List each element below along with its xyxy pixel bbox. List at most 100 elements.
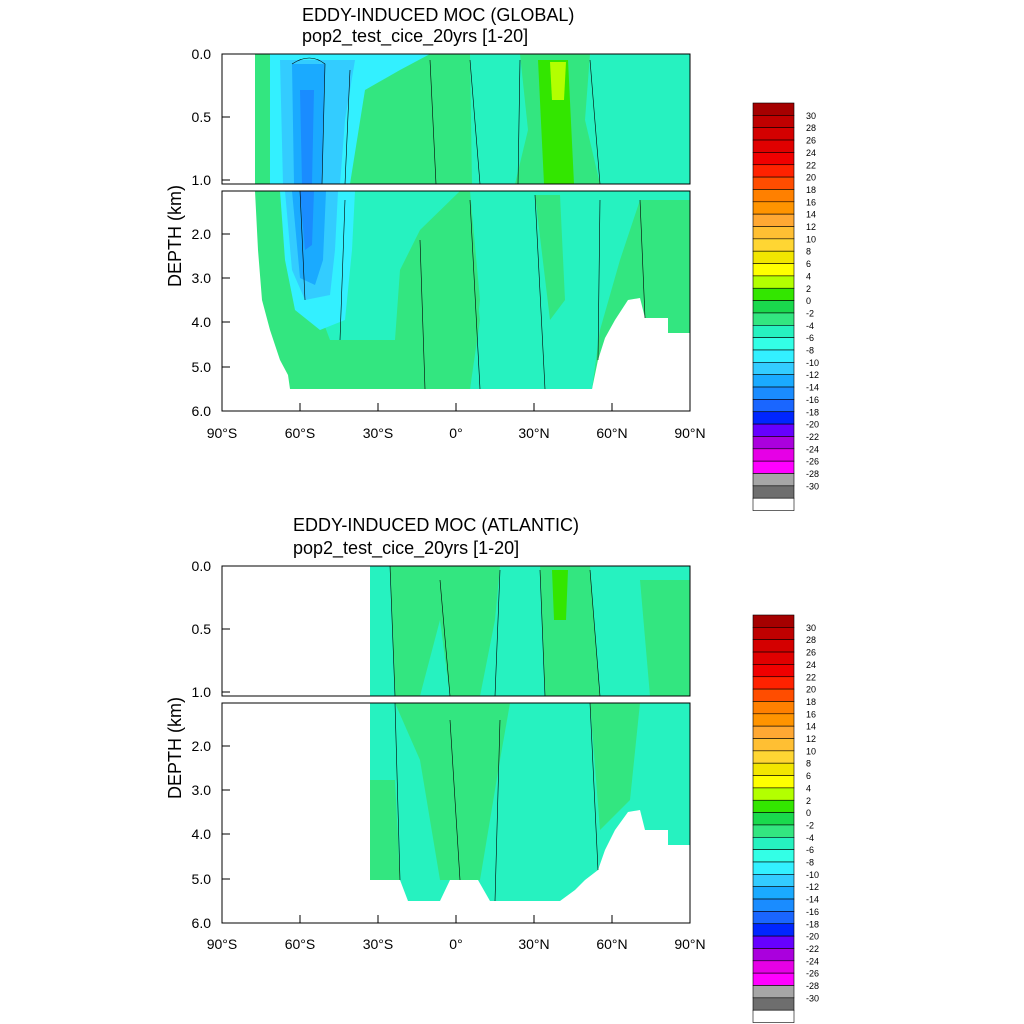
colorbar-swatch [752,664,795,678]
colorbar-swatch [752,362,795,376]
plot-frame-upper [221,565,691,697]
colorbar-swatch [752,836,795,850]
field-lower [222,703,690,923]
y-tick-label: 1.0 [192,684,212,700]
colorbar-label: -12 [806,882,819,892]
colorbar-label: 30 [806,111,816,121]
colorbar-swatch [752,485,795,499]
colorbar-swatch [752,238,795,252]
colorbar-label: -8 [806,346,814,356]
colorbar-swatch [752,676,795,690]
x-tick-label: 60°N [596,425,627,441]
colorbar-swatch [752,275,795,289]
y-axis-label: DEPTH (km) [165,697,185,799]
contour-region [550,62,566,100]
colorbar-label: -10 [806,870,819,880]
colorbar-label: -22 [806,432,819,442]
colorbar-swatch [752,874,795,887]
contour-region [470,54,528,184]
x-tick-label: 90°N [674,425,705,441]
colorbar-label: -30 [806,993,819,1003]
colorbar-label: -2 [806,308,814,318]
colorbar-swatch [752,627,795,640]
colorbar-swatch [752,102,795,116]
colorbar-swatch [752,725,795,739]
colorbar-label: -18 [806,919,819,929]
colorbar-swatch [752,139,795,153]
y-tick-label: 2.0 [192,738,212,754]
colorbar-swatch [752,750,795,764]
colorbar-label: 10 [806,234,816,244]
contour-region [370,780,400,880]
x-ticks: 90°S 60°S 30°S 0° 30°N 60°N 90°N [207,403,706,441]
contour-region [552,570,568,620]
colorbar-swatch [752,337,795,351]
contour-region [390,566,500,696]
y-axis-label: DEPTH (km) [165,185,185,287]
colorbar-swatch [752,399,795,413]
y-tick-label: 3.0 [192,782,212,798]
colorbar-swatch [752,923,795,937]
colorbar-label: 6 [806,259,811,269]
colorbar-label: 16 [806,197,816,207]
colorbar-swatch [752,374,795,388]
x-tick-label: 90°N [674,936,705,952]
colorbar-swatch [752,460,795,474]
contour-lines [389,566,601,696]
colorbar-swatch [752,849,795,863]
colorbar-swatch [752,226,795,240]
colorbar-label: 0 [806,296,811,306]
colorbar-label: 6 [806,771,811,781]
colorbar-swatch [752,812,795,826]
colorbar-label: -20 [806,420,819,430]
colorbar-swatch [752,985,795,999]
colorbar-swatch [752,960,795,974]
colorbar-swatch [752,213,795,227]
colorbar-label: 4 [806,783,811,793]
colorbar-label: -16 [806,907,819,917]
colorbar-label: -4 [806,833,814,843]
colorbar-swatch [752,701,795,715]
colorbar-label: 14 [806,210,816,220]
y-tick-label: 4.0 [192,314,212,330]
colorbar-swatch [752,911,795,925]
colorbar-swatch [752,898,795,912]
colorbar-swatch [752,152,795,166]
y-tick-label: 3.0 [192,270,212,286]
y-tick-label: 0.5 [192,109,212,125]
colorbar-label: -4 [806,321,814,331]
x-tick-label: 60°S [285,936,316,952]
colorbar-swatch [752,423,795,437]
colorbar-label: 28 [806,123,816,133]
colorbar-label: 12 [806,222,816,232]
colorbar-swatch [752,713,795,727]
colorbar-label: 2 [806,284,811,294]
colorbar-swatch [752,411,795,425]
y-ticks-upper: 0.0 0.5 1.0 [192,558,230,700]
contour-region [395,703,510,880]
colorbar-global: 302826242220181614121086420-2-4-6-8-10-1… [752,102,819,511]
colorbar-label: 24 [806,660,816,670]
colorbar-swatch [752,448,795,462]
colorbar-swatch [752,324,795,338]
colorbar-swatch [752,164,795,178]
contour-region [535,195,565,320]
contour-region [255,54,260,184]
plot-frame-upper [221,53,691,185]
colorbar-label: 18 [806,185,816,195]
colorbar-swatch [752,127,795,141]
colorbar-swatch [752,972,795,986]
contour-region [430,54,472,184]
colorbar-swatch [752,263,795,277]
colorbar-swatch [752,861,795,875]
colorbar-swatch [752,639,795,653]
colorbar-swatch [752,799,795,813]
colorbar-swatch [752,614,795,628]
colorbar-label: 4 [806,271,811,281]
colorbar-label: 8 [806,247,811,257]
land-mask [222,703,690,923]
colorbar-label: -26 [806,457,819,467]
colorbar-swatch [752,997,795,1011]
chart-subtitle: pop2_test_cice_20yrs [1-20] [302,26,528,47]
